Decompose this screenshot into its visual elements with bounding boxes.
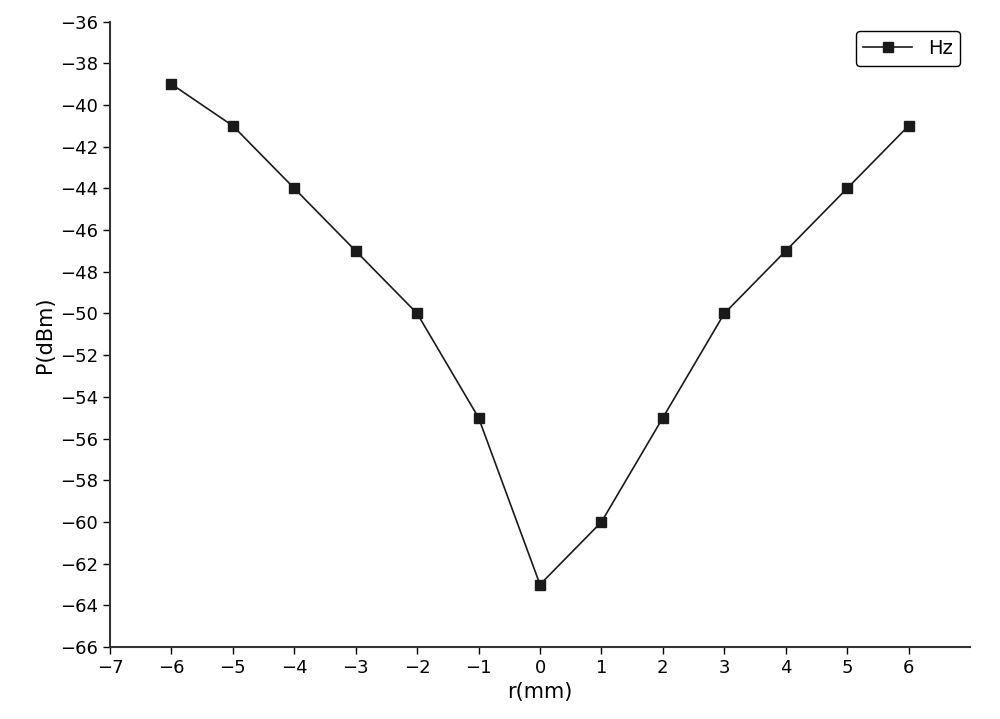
Hz: [903, 122, 915, 130]
Legend: Hz: Hz: [856, 32, 960, 66]
Hz: [718, 309, 730, 318]
Hz: [227, 122, 239, 130]
Y-axis label: P(dBm): P(dBm): [35, 296, 55, 372]
Hz: [657, 413, 669, 422]
Line: Hz: Hz: [167, 79, 913, 590]
Hz: [534, 580, 546, 589]
Hz: [780, 247, 792, 255]
Hz: [473, 413, 485, 422]
Hz: [841, 184, 853, 193]
Hz: [411, 309, 423, 318]
Hz: [595, 518, 607, 526]
Hz: [350, 247, 362, 255]
X-axis label: r(mm): r(mm): [507, 682, 573, 702]
Hz: [288, 184, 300, 193]
Hz: [165, 80, 177, 88]
